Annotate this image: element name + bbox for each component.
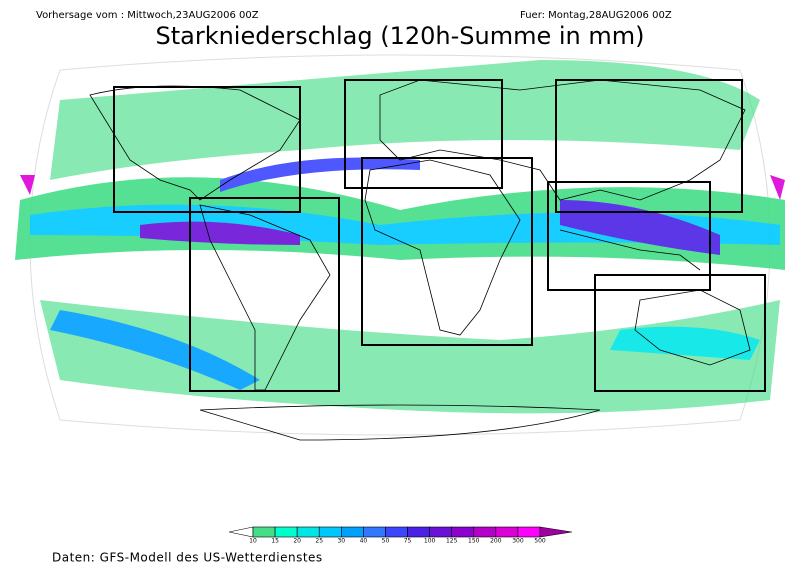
colorbar-label: 25 — [315, 538, 323, 545]
colorbar-segment — [407, 526, 430, 538]
colorbar-arrow-low — [228, 526, 254, 538]
colorbar-label: 10 — [249, 538, 257, 545]
data-source: Daten: GFS-Modell des US-Wetterdienstes — [52, 551, 323, 565]
colorbar-label: 75 — [404, 538, 412, 545]
colorbar-segment — [252, 526, 276, 538]
colorbar-label: 40 — [360, 538, 368, 545]
colorbar-label: 125 — [446, 538, 458, 545]
colorbar-label: 200 — [490, 538, 502, 545]
colorbar-segment — [341, 526, 364, 538]
colorbar-label: 150 — [468, 538, 480, 545]
region-south-america[interactable] — [189, 197, 340, 392]
colorbar-segment — [517, 526, 541, 538]
colorbar-segment — [473, 526, 497, 538]
region-australia[interactable] — [594, 274, 766, 392]
region-europe[interactable] — [344, 79, 503, 189]
colorbar-label: 500 — [534, 538, 546, 545]
colorbar-segment — [495, 526, 519, 538]
world-map — [15, 54, 785, 441]
colorbar-segment — [429, 526, 452, 538]
region-boxes — [113, 79, 766, 392]
colorbar-label: 50 — [382, 538, 390, 545]
colorbar-segment — [274, 526, 298, 538]
colorbar-segment — [363, 526, 386, 538]
colorbar-label: 100 — [424, 538, 436, 545]
colorbar-segment — [318, 526, 342, 538]
region-south-asia[interactable] — [547, 181, 711, 291]
colorbar-label: 15 — [271, 538, 279, 545]
colorbar-segment — [296, 526, 320, 538]
valid-date: Fuer: Montag,28AUG2006 00Z — [520, 10, 672, 21]
colorbar-segment — [451, 526, 475, 538]
colorbar-arrow-high — [539, 526, 573, 538]
region-north-america[interactable] — [113, 86, 301, 213]
precipitation — [15, 60, 785, 414]
region-asia[interactable] — [555, 79, 743, 213]
colorbar-segment — [385, 526, 408, 538]
colorbar: 10 15 20 25 30 40 50 75 100 125 150 200 300 500 — [228, 526, 573, 545]
map-title: Starkniederschlag (120h-Summe in mm) — [155, 22, 644, 50]
colorbar-label: 20 — [293, 538, 301, 545]
region-africa[interactable] — [361, 157, 533, 346]
forecast-date: Vorhersage vom : Mittwoch,23AUG2006 00Z — [36, 10, 259, 21]
colorbar-label: 30 — [337, 538, 345, 545]
colorbar-label: 300 — [512, 538, 524, 545]
